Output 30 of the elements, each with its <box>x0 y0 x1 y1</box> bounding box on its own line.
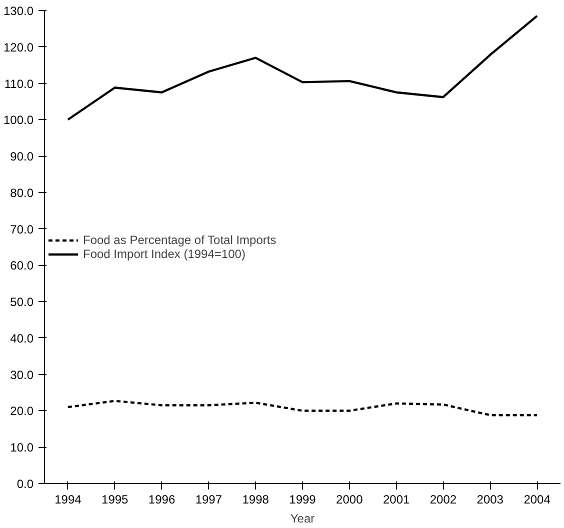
y-tick-label: 130.0 <box>3 4 34 18</box>
y-tick-label: 20.0 <box>10 404 34 418</box>
y-tick-label: 70.0 <box>10 222 34 236</box>
y-tick-label: 0.0 <box>16 477 34 491</box>
y-tick-label: 30.0 <box>10 368 34 382</box>
x-tick-label: 2004 <box>524 492 551 506</box>
x-axis-title: Year <box>290 512 315 526</box>
y-tick-label: 90.0 <box>10 150 34 164</box>
x-tick-label: 1997 <box>195 492 222 506</box>
x-tick-label: 1998 <box>242 492 270 506</box>
legend-label: Food as Percentage of Total Imports <box>83 232 276 246</box>
y-tick-label: 100.0 <box>3 113 34 128</box>
x-tick-label: 1996 <box>148 492 176 506</box>
x-tick-label: 1994 <box>54 492 82 506</box>
x-tick-label: 2001 <box>382 492 410 506</box>
y-tick-label: 110.0 <box>4 76 34 91</box>
legend-label: Food Import Index (1994=100) <box>83 246 246 260</box>
x-tick-label: 2002 <box>430 492 457 506</box>
y-tick-label: 120.0 <box>3 40 34 54</box>
x-tick-label: 1999 <box>289 492 316 506</box>
y-tick-label: 60.0 <box>10 258 34 273</box>
x-tick-label: 1995 <box>102 492 129 506</box>
x-tick-label: 2000 <box>336 492 364 506</box>
y-tick-label: 10.0 <box>10 440 34 455</box>
y-tick-label: 40.0 <box>10 331 34 346</box>
y-tick-label: 80.0 <box>10 186 34 200</box>
x-tick-label: 2003 <box>476 492 504 506</box>
line-series <box>66 400 538 416</box>
y-tick-label: 50.0 <box>10 295 34 310</box>
line-series <box>66 14 538 121</box>
